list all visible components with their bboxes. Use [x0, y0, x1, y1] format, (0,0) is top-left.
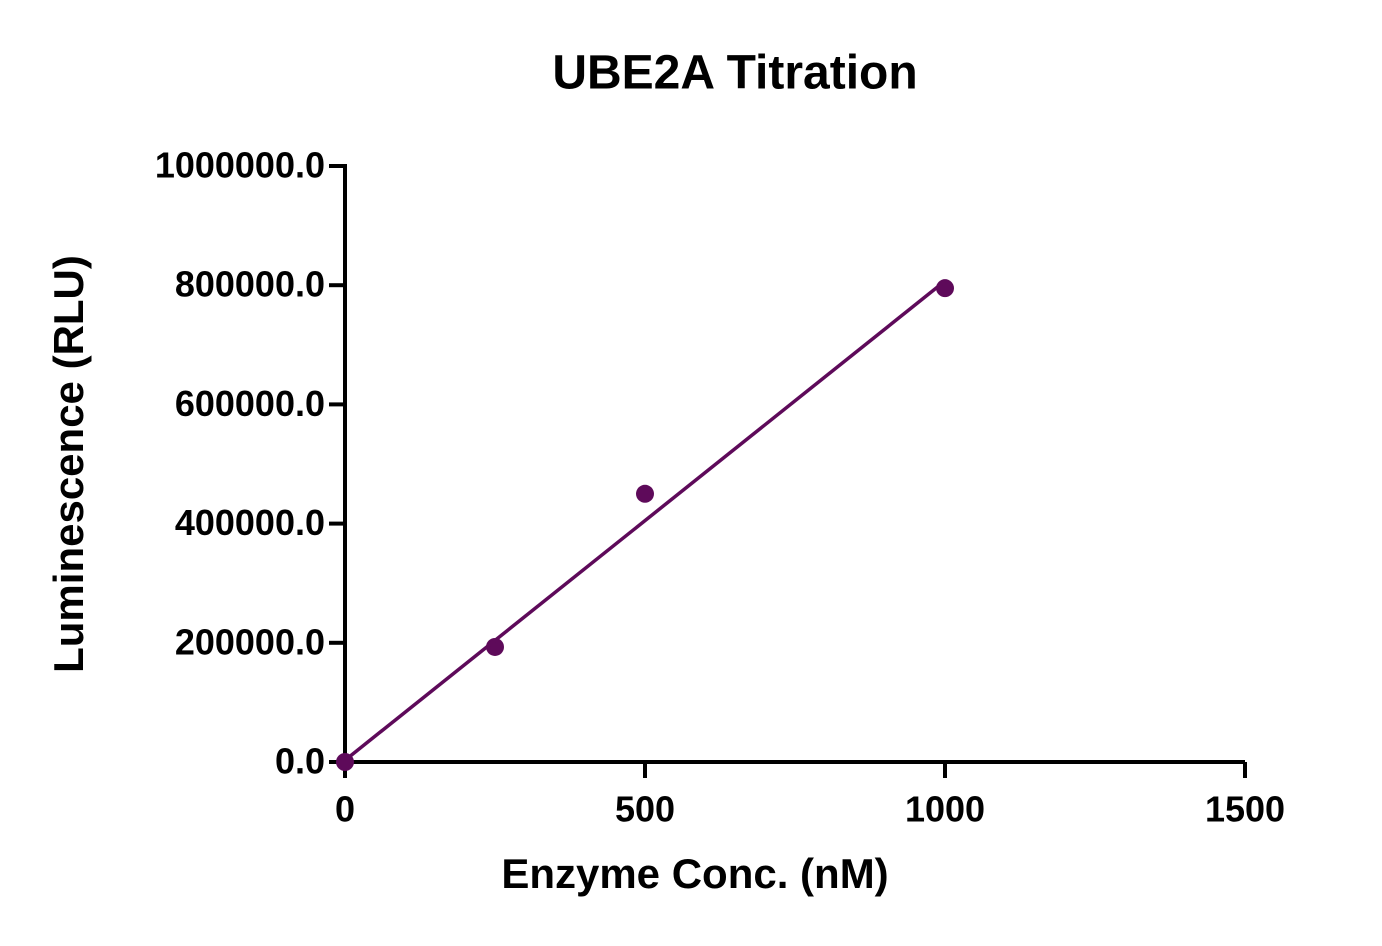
y-tick-label: 200000.0: [175, 621, 325, 662]
fit-line: [343, 279, 947, 762]
y-tick-label: 0.0: [275, 741, 325, 782]
y-tick-label: 600000.0: [175, 383, 325, 424]
x-tick-label: 1000: [905, 789, 985, 830]
data-point: [636, 484, 654, 503]
x-axis-label: Enzyme Conc. (nM): [501, 850, 888, 897]
y-tick-label: 1000000.0: [155, 145, 325, 186]
y-axis-label: Luminescence (RLU): [45, 255, 92, 673]
y-tick-label: 400000.0: [175, 502, 325, 543]
chart-title: UBE2A Titration: [552, 47, 917, 100]
x-tick-label: 1500: [1205, 789, 1285, 830]
x-tick-label: 0: [335, 789, 355, 830]
y-tick-label: 800000.0: [175, 264, 325, 305]
x-tick-label: 500: [615, 789, 675, 830]
